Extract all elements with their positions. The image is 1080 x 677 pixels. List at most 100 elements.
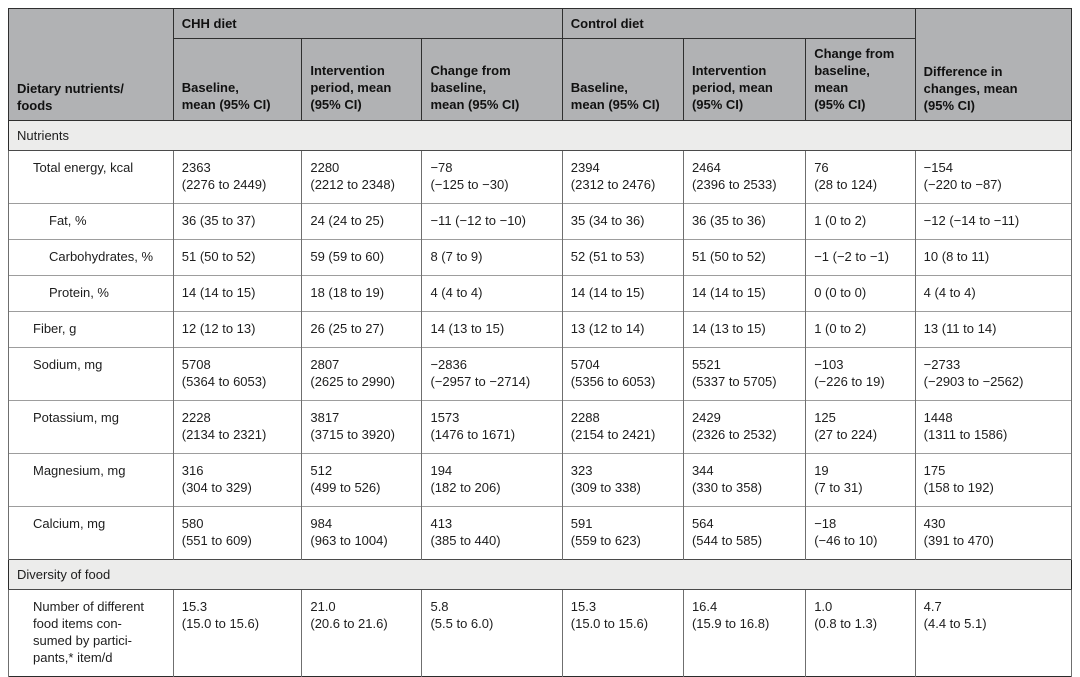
value-cell: 2464 (2396 to 2533) [682, 150, 807, 204]
row-label: Calcium, mg [8, 506, 174, 560]
table-row: Calcium, mg 580 (551 to 609) 984 (963 to 1… [8, 506, 1073, 560]
value-cell: 1 (0 to 2) [805, 203, 916, 240]
header-control-change: Change from baseline, mean (95% CI) [805, 38, 916, 121]
value-cell: −154 (−220 to −87) [914, 150, 1073, 204]
value-cell: 4 (4 to 4) [914, 275, 1073, 312]
header-difference-in-changes: Difference in changes, mean (95% CI) [914, 8, 1073, 121]
section-row: Diversity of food [8, 559, 1072, 590]
value-cell: 194 (182 to 206) [421, 453, 563, 507]
value-cell: 13 (11 to 14) [914, 311, 1073, 348]
value-cell: 10 (8 to 11) [914, 239, 1073, 276]
value-cell: 76 (28 to 124) [805, 150, 916, 204]
value-cell: 175 (158 to 192) [914, 453, 1073, 507]
table-row: Fat, % 36 (35 to 37) 24 (24 to 25) −11 (−12… [8, 203, 1073, 240]
value-cell: 21.0 (20.6 to 21.6) [301, 589, 423, 677]
value-cell: 2807 (2625 to 2990) [301, 347, 423, 401]
value-cell: 0 (0 to 0) [805, 275, 916, 312]
value-cell: 4.7 (4.4 to 5.1) [914, 589, 1073, 677]
value-cell: 591 (559 to 623) [561, 506, 684, 560]
value-cell: 5708 (5364 to 6053) [172, 347, 303, 401]
value-cell: −18 (−46 to 10) [805, 506, 916, 560]
value-cell: −78 (−125 to −30) [421, 150, 563, 204]
value-cell: 5521 (5337 to 5705) [682, 347, 807, 401]
value-cell: 2228 (2134 to 2321) [172, 400, 303, 454]
value-cell: −103 (−226 to 19) [805, 347, 916, 401]
value-cell: 52 (51 to 53) [561, 239, 684, 276]
value-cell: 14 (13 to 15) [682, 311, 807, 348]
table-row: Potassium, mg 2228 (2134 to 2321) 3817 (37… [8, 400, 1073, 454]
header-group-chh-diet: CHH diet [172, 8, 563, 39]
row-label: Protein, % [8, 275, 174, 312]
value-cell: 316 (304 to 329) [172, 453, 303, 507]
value-cell: 125 (27 to 224) [805, 400, 916, 454]
header-dietary-nutrients-foods: Dietary nutrients/ foods [8, 8, 174, 121]
table-row: Sodium, mg 5708 (5364 to 6053) 2807 (2625 … [8, 347, 1073, 401]
value-cell: 2288 (2154 to 2421) [561, 400, 684, 454]
value-cell: 24 (24 to 25) [301, 203, 423, 240]
header-control-intervention: Intervention period, mean (95% CI) [682, 38, 807, 121]
value-cell: 14 (14 to 15) [682, 275, 807, 312]
row-label: Fat, % [8, 203, 174, 240]
value-cell: 14 (14 to 15) [172, 275, 303, 312]
value-cell: 2394 (2312 to 2476) [561, 150, 684, 204]
value-cell: 2363 (2276 to 2449) [172, 150, 303, 204]
header-chh-change: Change from baseline, mean (95% CI) [421, 38, 563, 121]
value-cell: 8 (7 to 9) [421, 239, 563, 276]
table-row: Total energy, kcal 2363 (2276 to 2449) 228… [8, 150, 1073, 204]
value-cell: 344 (330 to 358) [682, 453, 807, 507]
value-cell: 14 (13 to 15) [421, 311, 563, 348]
row-label: Sodium, mg [8, 347, 174, 401]
value-cell: 1448 (1311 to 1586) [914, 400, 1073, 454]
value-cell: −2733 (−2903 to −2562) [914, 347, 1073, 401]
value-cell: 15.3 (15.0 to 15.6) [172, 589, 303, 677]
value-cell: 13 (12 to 14) [561, 311, 684, 348]
value-cell: 26 (25 to 27) [301, 311, 423, 348]
value-cell: 14 (14 to 15) [561, 275, 684, 312]
table-row: Number of different food items con- sume… [8, 589, 1073, 677]
value-cell: 59 (59 to 60) [301, 239, 423, 276]
table-row: Fiber, g 12 (12 to 13) 26 (25 to 27) 14 (13… [8, 311, 1073, 348]
value-cell: 3817 (3715 to 3920) [301, 400, 423, 454]
table-body: Nutrients Total energy, kcal 2363 (2276 to… [8, 120, 1073, 677]
value-cell: 36 (35 to 36) [682, 203, 807, 240]
value-cell: 580 (551 to 609) [172, 506, 303, 560]
value-cell: 323 (309 to 338) [561, 453, 684, 507]
value-cell: 35 (34 to 36) [561, 203, 684, 240]
value-cell: 16.4 (15.9 to 16.8) [682, 589, 807, 677]
value-cell: 1.0 (0.8 to 1.3) [805, 589, 916, 677]
table-row: Carbohydrates, % 51 (50 to 52) 59 (59 to 6… [8, 239, 1073, 276]
value-cell: 512 (499 to 526) [301, 453, 423, 507]
value-cell: 15.3 (15.0 to 15.6) [561, 589, 684, 677]
table-row: Protein, % 14 (14 to 15) 18 (18 to 19) 4 (4… [8, 275, 1073, 312]
value-cell: 1 (0 to 2) [805, 311, 916, 348]
value-cell: 18 (18 to 19) [301, 275, 423, 312]
value-cell: 19 (7 to 31) [805, 453, 916, 507]
header-control-baseline: Baseline, mean (95% CI) [561, 38, 684, 121]
value-cell: 430 (391 to 470) [914, 506, 1073, 560]
table-row: Magnesium, mg 316 (304 to 329) 512 (499 to… [8, 453, 1073, 507]
sub-header-row: Baseline, mean (95% CI) Intervention per… [9, 38, 1072, 121]
value-cell: 1573 (1476 to 1671) [421, 400, 563, 454]
section-row: Nutrients [8, 120, 1072, 151]
value-cell: −12 (−14 to −11) [914, 203, 1073, 240]
page: Dietary nutrients/ foods CHH diet Contro… [8, 8, 1073, 677]
row-label: Number of different food items con- sume… [8, 589, 174, 677]
value-cell: 984 (963 to 1004) [301, 506, 423, 560]
value-cell: 12 (12 to 13) [172, 311, 303, 348]
value-cell: 2429 (2326 to 2532) [682, 400, 807, 454]
value-cell: −2836 (−2957 to −2714) [421, 347, 563, 401]
value-cell: 564 (544 to 585) [682, 506, 807, 560]
row-label: Total energy, kcal [8, 150, 174, 204]
table-header: Dietary nutrients/ foods CHH diet Contro… [8, 8, 1073, 121]
row-label: Potassium, mg [8, 400, 174, 454]
row-label: Magnesium, mg [8, 453, 174, 507]
value-cell: 2280 (2212 to 2348) [301, 150, 423, 204]
value-cell: −1 (−2 to −1) [805, 239, 916, 276]
header-chh-intervention: Intervention period, mean (95% CI) [301, 38, 423, 121]
row-label: Fiber, g [8, 311, 174, 348]
section-title: Diversity of food [8, 559, 1072, 590]
header-chh-baseline: Baseline, mean (95% CI) [172, 38, 303, 121]
value-cell: 51 (50 to 52) [682, 239, 807, 276]
value-cell: 36 (35 to 37) [172, 203, 303, 240]
value-cell: −11 (−12 to −10) [421, 203, 563, 240]
